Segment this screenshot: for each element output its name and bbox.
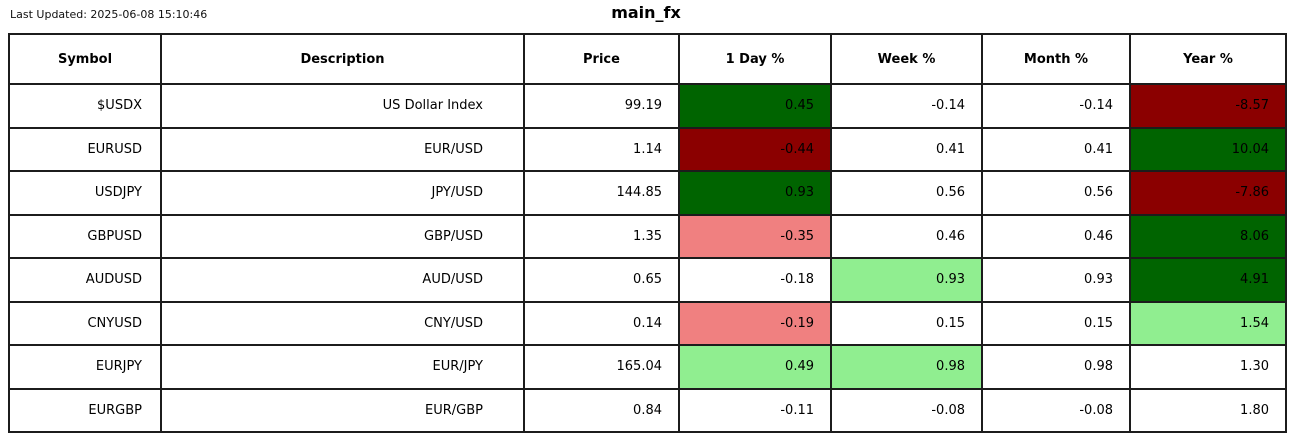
price-cell: 0.84 [523, 387, 680, 433]
day-change-cell: 0.45 [678, 83, 832, 129]
month-change-cell: 0.41 [981, 126, 1131, 172]
table-row: AUDUSD AUD/USD 0.65 -0.18 0.93 0.93 4.91 [8, 257, 1287, 303]
last-updated-label: Last Updated: 2025-06-08 15:10:46 [10, 8, 208, 21]
symbol-cell: CNYUSD [8, 300, 162, 346]
year-change-cell: 1.80 [1129, 387, 1287, 433]
description-cell: AUD/USD [160, 257, 525, 303]
description-cell: EUR/USD [160, 126, 525, 172]
symbol-cell: EURUSD [8, 126, 162, 172]
day-change-cell: 0.93 [678, 170, 832, 216]
month-change-cell: -0.14 [981, 83, 1131, 129]
week-change-cell: 0.93 [830, 257, 983, 303]
description-cell: JPY/USD [160, 170, 525, 216]
year-change-cell: -7.86 [1129, 170, 1287, 216]
symbol-cell: AUDUSD [8, 257, 162, 303]
price-cell: 1.14 [523, 126, 680, 172]
column-header-description: Description [160, 33, 525, 85]
description-cell: EUR/GBP [160, 387, 525, 433]
column-header-symbol: Symbol [8, 33, 162, 85]
year-change-cell: 4.91 [1129, 257, 1287, 303]
month-change-cell: -0.08 [981, 387, 1131, 433]
column-header-month: Month % [981, 33, 1131, 85]
day-change-cell: -0.44 [678, 126, 832, 172]
column-header-day: 1 Day % [678, 33, 832, 85]
day-change-cell: -0.18 [678, 257, 832, 303]
month-change-cell: 0.98 [981, 344, 1131, 390]
price-cell: 144.85 [523, 170, 680, 216]
page-title: main_fx [611, 3, 681, 22]
price-cell: 1.35 [523, 213, 680, 259]
column-header-week: Week % [830, 33, 983, 85]
description-cell: US Dollar Index [160, 83, 525, 129]
table-row: EURGBP EUR/GBP 0.84 -0.11 -0.08 -0.08 1.… [8, 387, 1287, 433]
week-change-cell: 0.46 [830, 213, 983, 259]
week-change-cell: -0.08 [830, 387, 983, 433]
table-row: EURUSD EUR/USD 1.14 -0.44 0.41 0.41 10.0… [8, 126, 1287, 172]
price-cell: 0.65 [523, 257, 680, 303]
day-change-cell: 0.49 [678, 344, 832, 390]
table-row: EURJPY EUR/JPY 165.04 0.49 0.98 0.98 1.3… [8, 344, 1287, 390]
week-change-cell: 0.15 [830, 300, 983, 346]
year-change-cell: 1.30 [1129, 344, 1287, 390]
table-row: $USDX US Dollar Index 99.19 0.45 -0.14 -… [8, 83, 1287, 129]
year-change-cell: -8.57 [1129, 83, 1287, 129]
price-cell: 165.04 [523, 344, 680, 390]
year-change-cell: 8.06 [1129, 213, 1287, 259]
month-change-cell: 0.46 [981, 213, 1131, 259]
symbol-cell: GBPUSD [8, 213, 162, 259]
symbol-cell: EURJPY [8, 344, 162, 390]
symbol-cell: USDJPY [8, 170, 162, 216]
month-change-cell: 0.56 [981, 170, 1131, 216]
description-cell: EUR/JPY [160, 344, 525, 390]
day-change-cell: -0.35 [678, 213, 832, 259]
month-change-cell: 0.93 [981, 257, 1131, 303]
month-change-cell: 0.15 [981, 300, 1131, 346]
column-header-price: Price [523, 33, 680, 85]
year-change-cell: 1.54 [1129, 300, 1287, 346]
year-change-cell: 10.04 [1129, 126, 1287, 172]
table-row: USDJPY JPY/USD 144.85 0.93 0.56 0.56 -7.… [8, 170, 1287, 216]
day-change-cell: -0.11 [678, 387, 832, 433]
price-cell: 99.19 [523, 83, 680, 129]
fx-table: Symbol Description Price 1 Day % Week % … [8, 33, 1287, 433]
table-row: GBPUSD GBP/USD 1.35 -0.35 0.46 0.46 8.06 [8, 213, 1287, 259]
table-row: CNYUSD CNY/USD 0.14 -0.19 0.15 0.15 1.54 [8, 300, 1287, 346]
price-cell: 0.14 [523, 300, 680, 346]
description-cell: CNY/USD [160, 300, 525, 346]
symbol-cell: EURGBP [8, 387, 162, 433]
week-change-cell: 0.56 [830, 170, 983, 216]
week-change-cell: 0.98 [830, 344, 983, 390]
symbol-cell: $USDX [8, 83, 162, 129]
week-change-cell: 0.41 [830, 126, 983, 172]
day-change-cell: -0.19 [678, 300, 832, 346]
description-cell: GBP/USD [160, 213, 525, 259]
week-change-cell: -0.14 [830, 83, 983, 129]
table-header-row: Symbol Description Price 1 Day % Week % … [8, 33, 1287, 85]
column-header-year: Year % [1129, 33, 1287, 85]
